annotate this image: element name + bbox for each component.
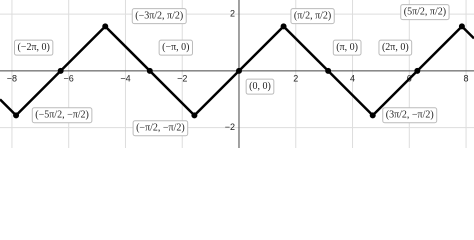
label-box	[132, 120, 189, 137]
point	[458, 23, 465, 30]
point-label-text: (3π/2, −π/2)	[386, 110, 434, 121]
point-label-text: (−5π/2, −π/2)	[35, 110, 89, 121]
point-label-text: (π/2, π/2)	[294, 11, 331, 22]
point-label: (−π/2, −π/2)	[132, 120, 189, 137]
point	[414, 67, 421, 74]
point-label-text: (2π, 0)	[382, 42, 409, 53]
point-label: (−3π/2, π/2)	[131, 8, 187, 25]
point	[369, 112, 376, 119]
point-label-text: (−π/2, −π/2)	[136, 123, 185, 134]
point-label: (5π/2, π/2)	[400, 4, 450, 21]
point-label-text: (5π/2, π/2)	[404, 7, 446, 18]
point-label: (−π, 0)	[158, 39, 193, 56]
point-label: (π, 0)	[332, 39, 362, 56]
point	[13, 112, 20, 119]
label-box	[400, 4, 450, 21]
x-tick-label: 8	[464, 73, 469, 83]
point-label: (−5π/2, −π/2)	[31, 107, 93, 124]
point-label-text: (−2π, 0)	[17, 42, 49, 53]
point-label-text: (π, 0)	[336, 42, 358, 53]
label-box	[290, 8, 335, 25]
point	[102, 23, 109, 30]
label-box	[378, 39, 413, 56]
x-tick-label: −4	[120, 73, 130, 83]
point-label: (−2π, 0)	[13, 39, 54, 56]
y-tick-label: −2	[225, 122, 235, 132]
x-tick-label: 4	[350, 73, 355, 83]
point-label-text: (0, 0)	[249, 81, 271, 92]
label-box	[158, 39, 193, 56]
x-tick-label: 2	[293, 73, 298, 83]
point-label: (π/2, π/2)	[290, 8, 335, 25]
label-box	[382, 107, 438, 124]
point	[325, 67, 332, 74]
x-tick-label: −8	[7, 73, 17, 83]
graph: −8 −6 −4 −2 2 4 6 8−22(−2π, 0)(−3π/2, π/2)(−π, …	[0, 0, 474, 148]
point	[57, 67, 64, 74]
point-label-text: (−π, 0)	[162, 42, 189, 53]
point	[280, 23, 287, 30]
point	[235, 67, 242, 74]
label-box	[13, 39, 54, 56]
point-label: (2π, 0)	[378, 39, 413, 56]
label-box	[131, 8, 187, 25]
label-box	[332, 39, 362, 56]
point-label-text: (−3π/2, π/2)	[135, 11, 183, 22]
point-label: (0, 0)	[245, 78, 275, 95]
point	[191, 112, 198, 119]
point	[146, 67, 153, 74]
point-label: (3π/2, −π/2)	[382, 107, 438, 124]
label-box	[31, 107, 93, 124]
label-box	[245, 78, 275, 95]
x-tick-label: −2	[177, 73, 187, 83]
x-tick-label: −6	[64, 73, 74, 83]
y-tick-label: 2	[230, 9, 235, 19]
